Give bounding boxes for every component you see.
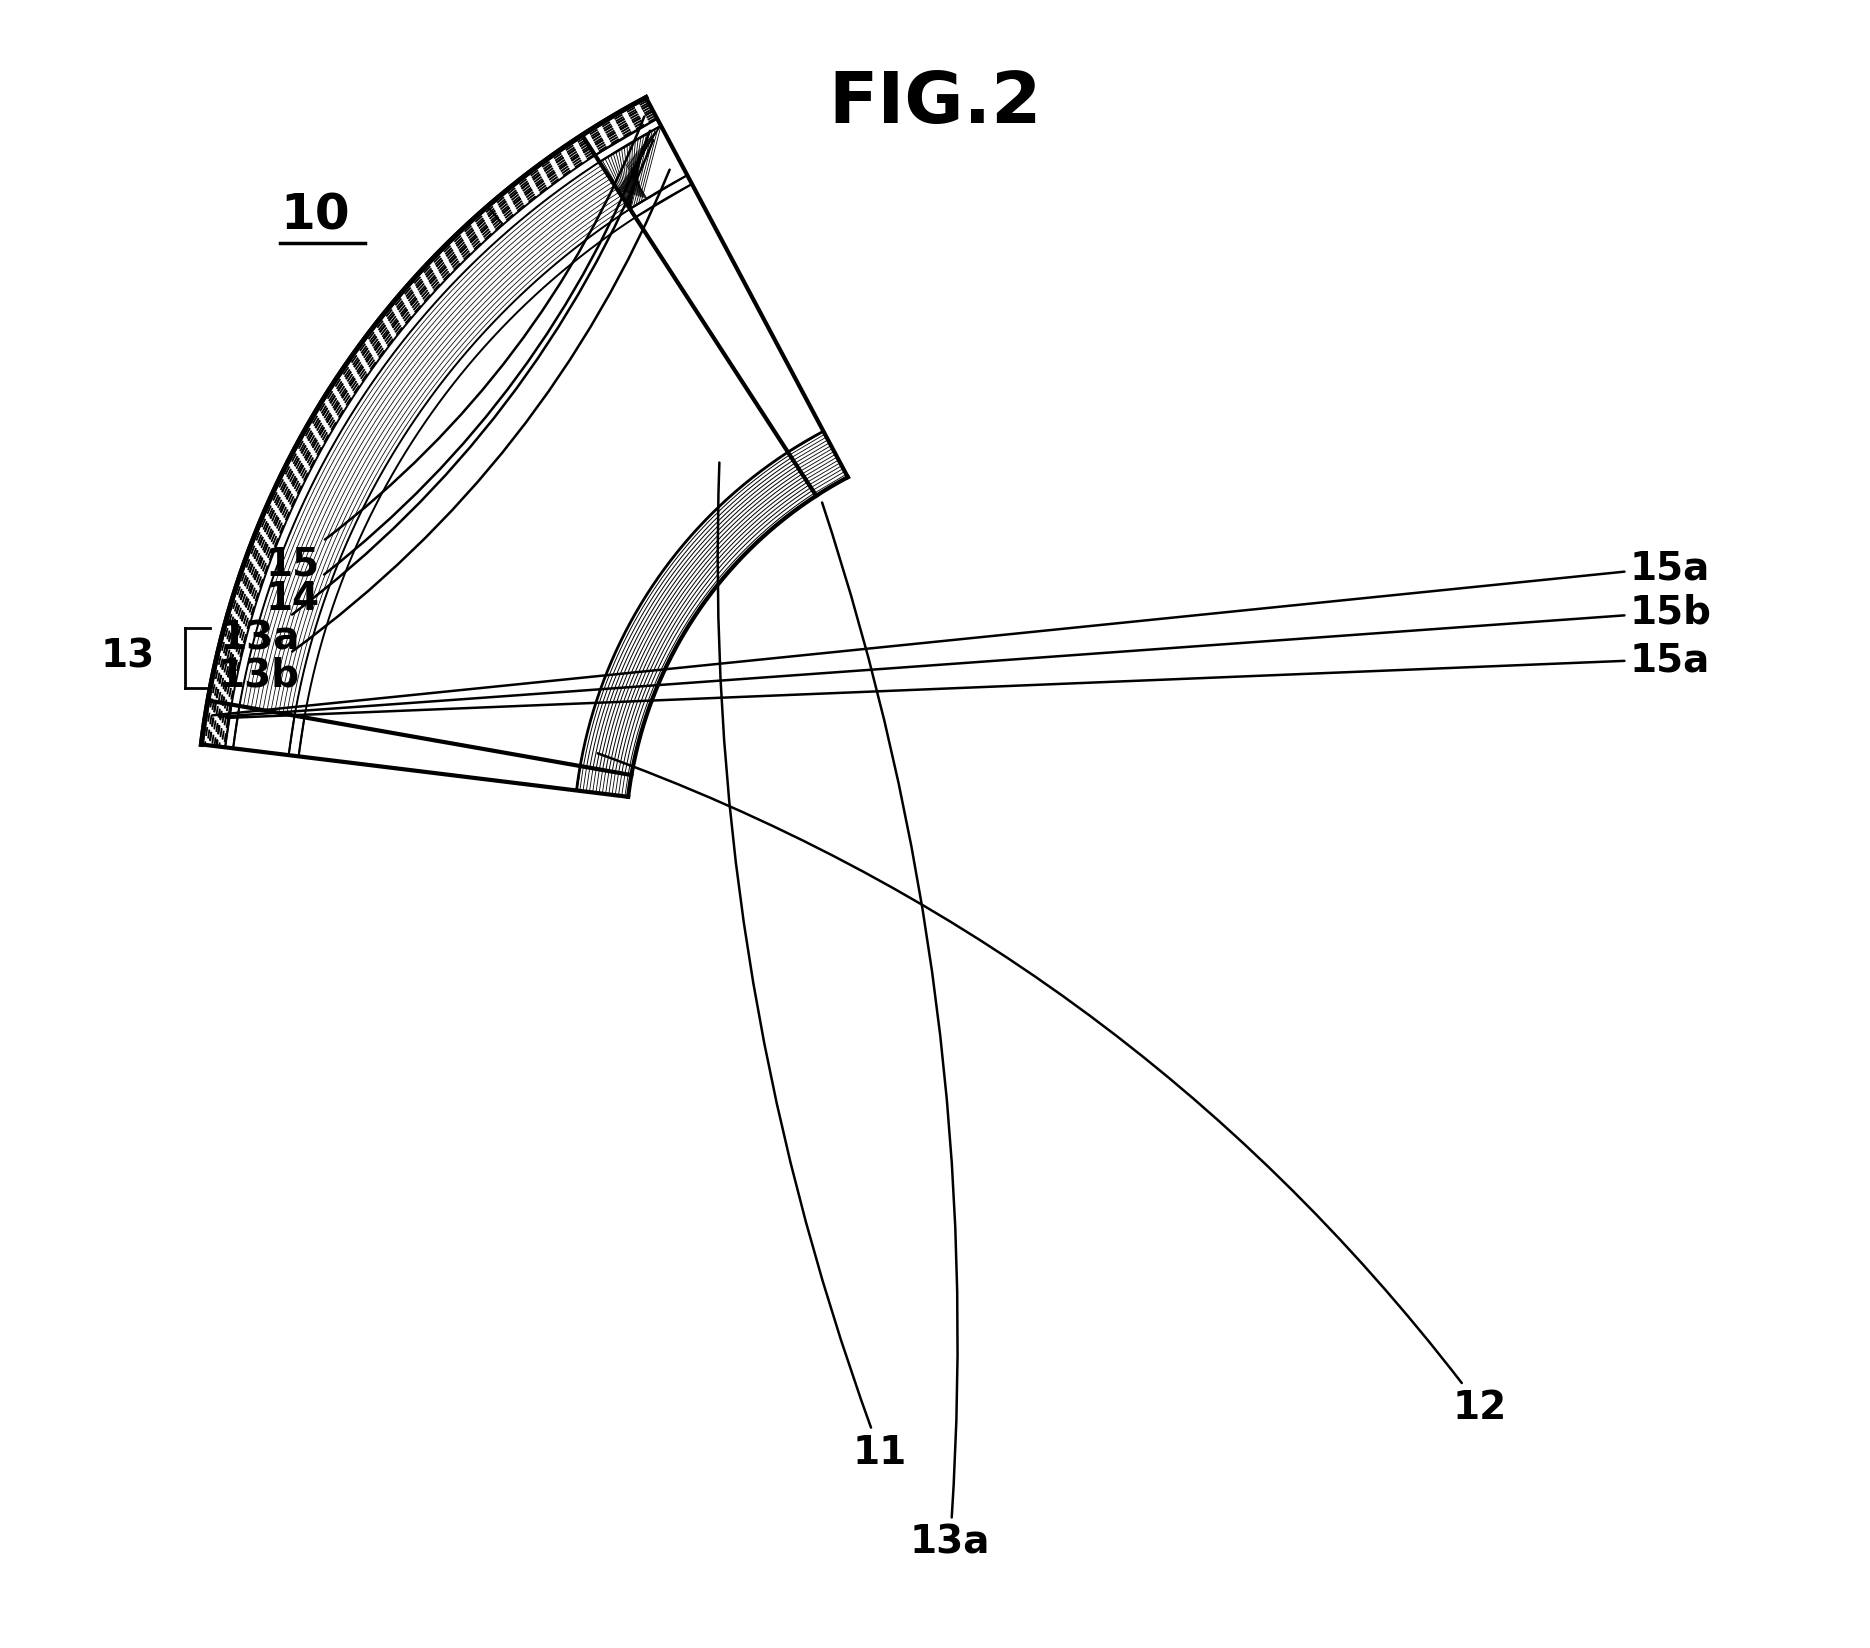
Polygon shape xyxy=(299,185,847,798)
Polygon shape xyxy=(234,127,688,756)
Text: 13b: 13b xyxy=(219,171,669,694)
Text: FIG.2: FIG.2 xyxy=(828,69,1042,138)
Text: 15a: 15a xyxy=(226,641,1711,719)
Text: 10: 10 xyxy=(280,191,350,239)
Polygon shape xyxy=(202,700,632,798)
Text: 15b: 15b xyxy=(221,593,1713,717)
Text: 12: 12 xyxy=(598,753,1507,1426)
Text: 15: 15 xyxy=(266,117,645,583)
Text: 11: 11 xyxy=(718,463,907,1472)
Text: 13: 13 xyxy=(101,638,155,676)
Text: 13a: 13a xyxy=(219,140,653,658)
Text: 14: 14 xyxy=(266,132,651,618)
Polygon shape xyxy=(202,99,656,748)
Polygon shape xyxy=(582,99,847,496)
Polygon shape xyxy=(288,176,692,756)
Text: 15a: 15a xyxy=(211,549,1711,715)
Polygon shape xyxy=(224,120,660,748)
Text: 13a: 13a xyxy=(823,503,991,1561)
